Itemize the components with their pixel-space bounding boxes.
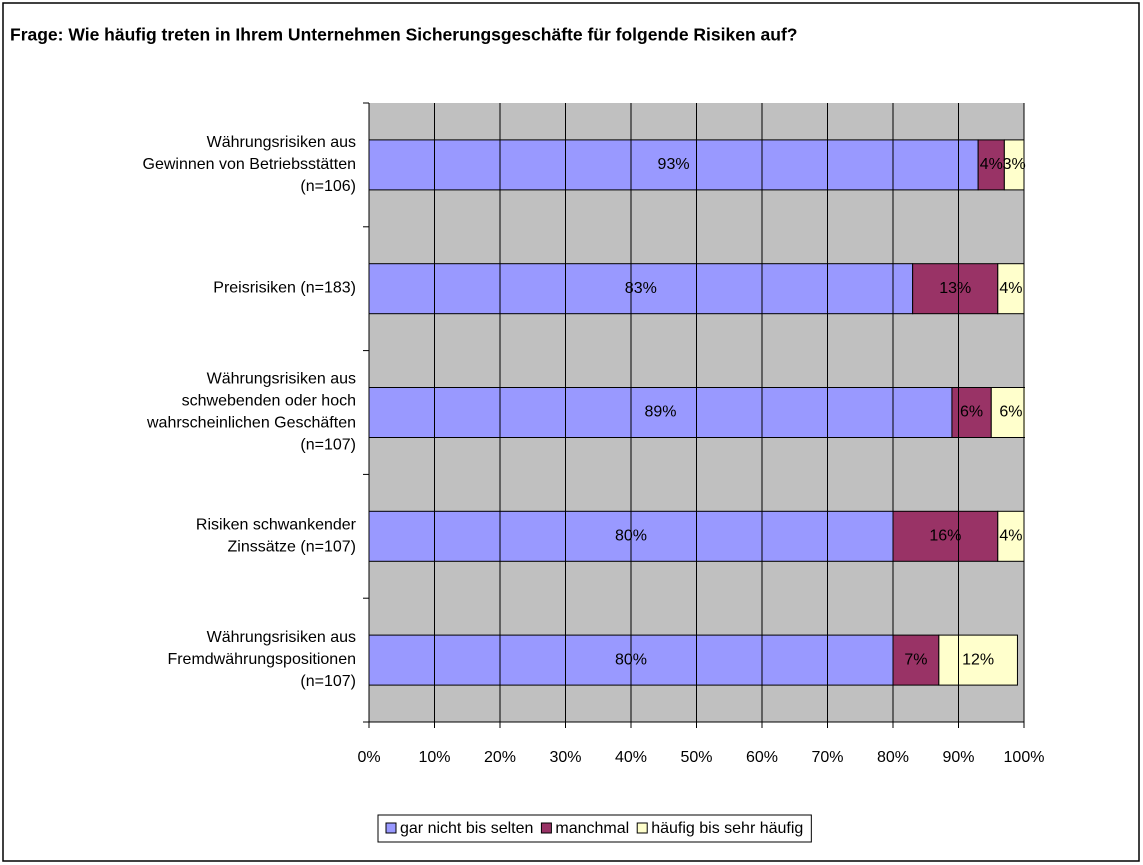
legend-swatch <box>540 822 552 834</box>
data-label: 6% <box>960 404 983 421</box>
x-tick-label: 20% <box>484 749 516 766</box>
label-line: Preisrisiken (n=183) <box>213 280 356 297</box>
data-label: 16% <box>929 528 961 545</box>
label-line: (n=106) <box>300 178 356 195</box>
legend-swatch <box>636 822 648 834</box>
chart-title: Frage: Wie häufig treten in Ihrem Untern… <box>10 25 797 45</box>
label-line: Gewinnen von Betriebsstätten <box>143 156 356 173</box>
x-tick-label: 60% <box>746 749 778 766</box>
x-tick-label: 40% <box>615 749 647 766</box>
bar <box>369 139 979 191</box>
bar <box>912 263 999 315</box>
label-line: schwebenden oder hoch <box>182 393 356 410</box>
data-label: 80% <box>615 528 647 545</box>
data-label: 7% <box>904 651 927 668</box>
legend-label: gar nicht bis selten <box>400 820 533 837</box>
legend-box <box>377 814 812 843</box>
data-label: 93% <box>658 156 690 173</box>
y-tick-label: Währungsrisiken aus Fremdwährungsposition… <box>167 629 356 690</box>
label-line: wahrscheinlichen Geschäften <box>146 415 356 432</box>
x-tick-label: 100% <box>1004 749 1045 766</box>
bar <box>892 510 999 562</box>
legend: gar nicht bis selten manchmal häufig bis s… <box>377 814 812 843</box>
label-line: Währungsrisiken aus <box>207 134 356 151</box>
data-label: 4% <box>999 528 1022 545</box>
data-label: 89% <box>644 404 676 421</box>
data-label: 83% <box>625 280 657 297</box>
label-line: Währungsrisiken aus <box>207 371 356 388</box>
bar <box>369 387 953 438</box>
y-tick-label: Währungsrisiken aus schwebenden oder hoch… <box>146 371 356 454</box>
data-label: 3% <box>1003 156 1026 173</box>
data-label: 4% <box>980 156 1003 173</box>
bar <box>892 634 940 686</box>
label-line: Risiken schwankender <box>196 517 357 534</box>
label-line: (n=107) <box>300 673 356 690</box>
data-label: 4% <box>999 280 1022 297</box>
bar <box>997 510 1025 562</box>
x-tick-label: 80% <box>877 749 909 766</box>
legend-label: manchmal <box>555 820 629 837</box>
label-line: Währungsrisiken aus <box>207 629 356 646</box>
x-tick-label: 90% <box>942 749 974 766</box>
data-label: 80% <box>615 651 647 668</box>
y-tick-label: Währungsrisiken aus Gewinnen von Betriebs… <box>143 134 356 195</box>
label-line: Fremdwährungspositionen <box>167 651 356 668</box>
x-tick-label: 30% <box>549 749 581 766</box>
legend-swatch <box>385 822 397 834</box>
bar <box>977 139 1005 191</box>
y-tick-label: Preisrisiken (n=183) <box>213 280 356 297</box>
bar <box>938 634 1018 686</box>
y-tick-label: Risiken schwankender Zinssätze (n=107) <box>196 517 357 556</box>
data-label: 6% <box>999 404 1022 421</box>
bar <box>990 387 1025 438</box>
x-tick-label: 10% <box>418 749 450 766</box>
x-tick-label: 50% <box>680 749 712 766</box>
x-tick-label: 0% <box>357 749 380 766</box>
data-label: 13% <box>939 280 971 297</box>
legend-label: häufig bis sehr häufig <box>651 820 803 837</box>
label-line: Zinssätze (n=107) <box>227 539 356 556</box>
label-line: (n=107) <box>300 437 356 454</box>
data-label: 12% <box>962 651 994 668</box>
x-tick-label: 70% <box>811 749 843 766</box>
